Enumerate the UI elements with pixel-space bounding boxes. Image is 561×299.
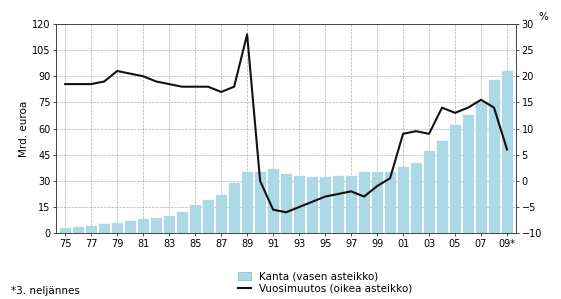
Legend: Kanta (vasen asteikko), Vuosimuutos (oikea asteikko): Kanta (vasen asteikko), Vuosimuutos (oik… xyxy=(238,272,412,294)
Bar xyxy=(489,80,499,233)
Bar xyxy=(99,225,110,233)
Bar xyxy=(190,205,201,233)
Bar xyxy=(306,177,318,233)
Bar xyxy=(280,174,292,233)
Bar xyxy=(449,125,461,233)
Bar xyxy=(424,151,435,233)
Y-axis label: %: % xyxy=(539,12,549,22)
Bar xyxy=(86,226,96,233)
Bar xyxy=(502,71,513,233)
Bar xyxy=(228,183,240,233)
Bar xyxy=(137,219,149,233)
Bar xyxy=(320,177,330,233)
Bar xyxy=(371,172,383,233)
Bar xyxy=(215,195,227,233)
Bar xyxy=(293,176,305,233)
Bar xyxy=(398,167,408,233)
Bar xyxy=(255,172,266,233)
Bar xyxy=(476,103,486,233)
Bar xyxy=(268,169,279,233)
Bar xyxy=(436,141,448,233)
Bar xyxy=(125,221,136,233)
Bar xyxy=(384,172,396,233)
Bar xyxy=(164,216,174,233)
Bar xyxy=(112,223,123,233)
Bar xyxy=(358,172,370,233)
Bar xyxy=(346,176,357,233)
Bar xyxy=(59,228,71,233)
Bar xyxy=(177,212,188,233)
Bar xyxy=(462,115,473,233)
Text: *3. neljännes: *3. neljännes xyxy=(11,286,80,296)
Bar xyxy=(203,200,214,233)
Bar xyxy=(151,218,162,233)
Bar xyxy=(411,164,421,233)
Bar xyxy=(242,172,252,233)
Bar xyxy=(73,227,84,233)
Bar xyxy=(333,176,343,233)
Y-axis label: Mrd. euroa: Mrd. euroa xyxy=(19,100,29,157)
